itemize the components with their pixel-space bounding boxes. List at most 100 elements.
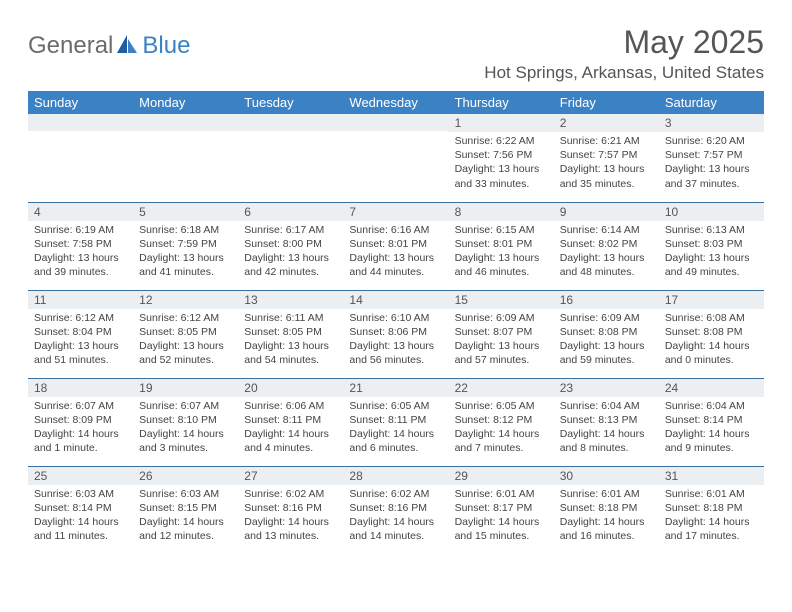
sunset-text: Sunset: 8:10 PM (139, 413, 232, 427)
sunrise-text: Sunrise: 6:07 AM (139, 399, 232, 413)
weekday-header-row: Sunday Monday Tuesday Wednesday Thursday… (28, 91, 764, 114)
day-detail: Sunrise: 6:09 AMSunset: 8:07 PMDaylight:… (449, 309, 554, 378)
daylight-text: Daylight: 14 hours and 13 minutes. (244, 515, 337, 543)
sunset-text: Sunset: 8:08 PM (560, 325, 653, 339)
day-detail: Sunrise: 6:02 AMSunset: 8:16 PMDaylight:… (343, 485, 448, 555)
day-detail: Sunrise: 6:03 AMSunset: 8:14 PMDaylight:… (28, 485, 133, 555)
sunset-text: Sunset: 8:03 PM (665, 237, 758, 251)
sunset-text: Sunset: 8:05 PM (139, 325, 232, 339)
sunrise-text: Sunrise: 6:22 AM (455, 134, 548, 148)
brand-part1: General (28, 32, 113, 60)
title-block: May 2025 Hot Springs, Arkansas, United S… (484, 24, 764, 83)
daylight-text: Daylight: 14 hours and 1 minute. (34, 427, 127, 455)
day-detail: Sunrise: 6:15 AMSunset: 8:01 PMDaylight:… (449, 221, 554, 290)
day-number: 22 (449, 379, 554, 397)
sunrise-text: Sunrise: 6:12 AM (139, 311, 232, 325)
day-cell: 14Sunrise: 6:10 AMSunset: 8:06 PMDayligh… (343, 290, 448, 378)
sunrise-text: Sunrise: 6:01 AM (560, 487, 653, 501)
day-detail: Sunrise: 6:20 AMSunset: 7:57 PMDaylight:… (659, 132, 764, 202)
sunset-text: Sunset: 8:17 PM (455, 501, 548, 515)
day-cell: 3Sunrise: 6:20 AMSunset: 7:57 PMDaylight… (659, 114, 764, 202)
sunset-text: Sunset: 8:05 PM (244, 325, 337, 339)
day-number: 12 (133, 291, 238, 309)
day-number: 31 (659, 467, 764, 485)
week-row: 25Sunrise: 6:03 AMSunset: 8:14 PMDayligh… (28, 466, 764, 554)
day-number: 30 (554, 467, 659, 485)
day-cell: 16Sunrise: 6:09 AMSunset: 8:08 PMDayligh… (554, 290, 659, 378)
day-number: 29 (449, 467, 554, 485)
sunset-text: Sunset: 8:07 PM (455, 325, 548, 339)
daylight-text: Daylight: 13 hours and 49 minutes. (665, 251, 758, 279)
sunset-text: Sunset: 8:06 PM (349, 325, 442, 339)
daylight-text: Daylight: 13 hours and 56 minutes. (349, 339, 442, 367)
day-cell: 20Sunrise: 6:06 AMSunset: 8:11 PMDayligh… (238, 378, 343, 466)
day-detail: Sunrise: 6:05 AMSunset: 8:11 PMDaylight:… (343, 397, 448, 466)
weekday-header: Sunday (28, 91, 133, 114)
sunrise-text: Sunrise: 6:02 AM (349, 487, 442, 501)
day-cell: 21Sunrise: 6:05 AMSunset: 8:11 PMDayligh… (343, 378, 448, 466)
day-cell: 22Sunrise: 6:05 AMSunset: 8:12 PMDayligh… (449, 378, 554, 466)
brand-logo: General Blue (28, 24, 190, 60)
day-cell (28, 114, 133, 202)
daylight-text: Daylight: 14 hours and 14 minutes. (349, 515, 442, 543)
sunset-text: Sunset: 8:14 PM (665, 413, 758, 427)
sunrise-text: Sunrise: 6:09 AM (455, 311, 548, 325)
daylight-text: Daylight: 13 hours and 44 minutes. (349, 251, 442, 279)
location: Hot Springs, Arkansas, United States (484, 63, 764, 83)
day-cell: 2Sunrise: 6:21 AMSunset: 7:57 PMDaylight… (554, 114, 659, 202)
weekday-header: Wednesday (343, 91, 448, 114)
daylight-text: Daylight: 13 hours and 57 minutes. (455, 339, 548, 367)
sunset-text: Sunset: 8:04 PM (34, 325, 127, 339)
week-row: 18Sunrise: 6:07 AMSunset: 8:09 PMDayligh… (28, 378, 764, 466)
sunrise-text: Sunrise: 6:05 AM (349, 399, 442, 413)
header: General Blue May 2025 Hot Springs, Arkan… (28, 24, 764, 83)
sunset-text: Sunset: 7:57 PM (560, 148, 653, 162)
day-cell: 27Sunrise: 6:02 AMSunset: 8:16 PMDayligh… (238, 466, 343, 554)
sunrise-text: Sunrise: 6:13 AM (665, 223, 758, 237)
weekday-header: Saturday (659, 91, 764, 114)
day-number: 17 (659, 291, 764, 309)
day-number: 16 (554, 291, 659, 309)
daylight-text: Daylight: 14 hours and 16 minutes. (560, 515, 653, 543)
sunset-text: Sunset: 7:58 PM (34, 237, 127, 251)
day-detail: Sunrise: 6:01 AMSunset: 8:18 PMDaylight:… (554, 485, 659, 555)
day-cell: 19Sunrise: 6:07 AMSunset: 8:10 PMDayligh… (133, 378, 238, 466)
sunset-text: Sunset: 8:16 PM (349, 501, 442, 515)
day-cell: 24Sunrise: 6:04 AMSunset: 8:14 PMDayligh… (659, 378, 764, 466)
daylight-text: Daylight: 13 hours and 42 minutes. (244, 251, 337, 279)
daylight-text: Daylight: 13 hours and 37 minutes. (665, 162, 758, 190)
brand-part2: Blue (142, 32, 190, 60)
sunset-text: Sunset: 8:13 PM (560, 413, 653, 427)
day-cell: 18Sunrise: 6:07 AMSunset: 8:09 PMDayligh… (28, 378, 133, 466)
week-row: 11Sunrise: 6:12 AMSunset: 8:04 PMDayligh… (28, 290, 764, 378)
day-cell: 15Sunrise: 6:09 AMSunset: 8:07 PMDayligh… (449, 290, 554, 378)
daylight-text: Daylight: 13 hours and 33 minutes. (455, 162, 548, 190)
day-detail: Sunrise: 6:11 AMSunset: 8:05 PMDaylight:… (238, 309, 343, 378)
day-number: 19 (133, 379, 238, 397)
weekday-header: Tuesday (238, 91, 343, 114)
sunrise-text: Sunrise: 6:05 AM (455, 399, 548, 413)
sunset-text: Sunset: 8:01 PM (455, 237, 548, 251)
daylight-text: Daylight: 14 hours and 9 minutes. (665, 427, 758, 455)
day-number (343, 114, 448, 131)
day-detail: Sunrise: 6:21 AMSunset: 7:57 PMDaylight:… (554, 132, 659, 202)
daylight-text: Daylight: 14 hours and 7 minutes. (455, 427, 548, 455)
day-detail: Sunrise: 6:09 AMSunset: 8:08 PMDaylight:… (554, 309, 659, 378)
day-detail: Sunrise: 6:07 AMSunset: 8:09 PMDaylight:… (28, 397, 133, 466)
day-detail: Sunrise: 6:08 AMSunset: 8:08 PMDaylight:… (659, 309, 764, 378)
day-cell: 30Sunrise: 6:01 AMSunset: 8:18 PMDayligh… (554, 466, 659, 554)
sunset-text: Sunset: 8:18 PM (560, 501, 653, 515)
daylight-text: Daylight: 14 hours and 15 minutes. (455, 515, 548, 543)
daylight-text: Daylight: 13 hours and 52 minutes. (139, 339, 232, 367)
day-number: 10 (659, 203, 764, 221)
sunrise-text: Sunrise: 6:21 AM (560, 134, 653, 148)
day-cell: 28Sunrise: 6:02 AMSunset: 8:16 PMDayligh… (343, 466, 448, 554)
sunset-text: Sunset: 8:15 PM (139, 501, 232, 515)
sunrise-text: Sunrise: 6:07 AM (34, 399, 127, 413)
day-cell (133, 114, 238, 202)
sunrise-text: Sunrise: 6:10 AM (349, 311, 442, 325)
day-number: 2 (554, 114, 659, 132)
day-number: 9 (554, 203, 659, 221)
sunset-text: Sunset: 7:57 PM (665, 148, 758, 162)
week-row: 1Sunrise: 6:22 AMSunset: 7:56 PMDaylight… (28, 114, 764, 202)
